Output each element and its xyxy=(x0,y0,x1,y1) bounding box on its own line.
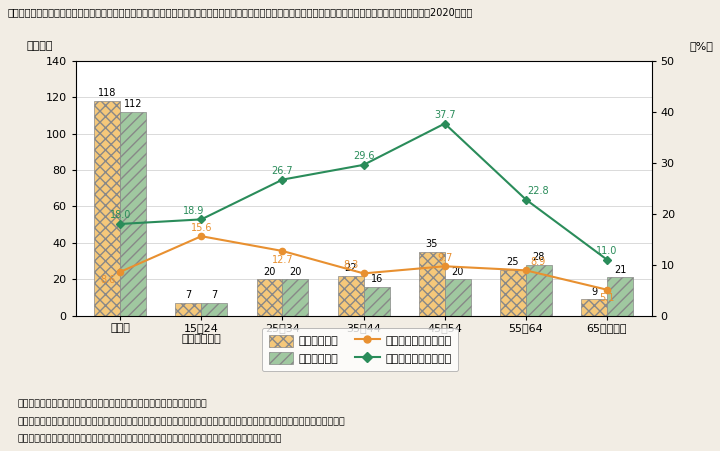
Text: 12.7: 12.7 xyxy=(271,254,293,265)
Text: 8.9: 8.9 xyxy=(531,257,546,267)
Text: 7: 7 xyxy=(185,290,192,300)
Bar xyxy=(282,279,308,316)
Text: 112: 112 xyxy=(124,99,143,109)
Text: 22: 22 xyxy=(344,263,357,273)
Bar xyxy=(202,303,228,316)
Text: 26.7: 26.7 xyxy=(271,166,293,176)
Bar xyxy=(526,265,552,316)
Text: 25: 25 xyxy=(507,258,519,267)
Legend: 人数（女性）, 人数（男性）, 割合（女性，右目盛）, 割合（男性，右目盛）: 人数（女性）, 人数（男性）, 割合（女性，右目盛）, 割合（男性，右目盛） xyxy=(262,328,458,371)
Bar xyxy=(94,101,120,316)
Text: 37.7: 37.7 xyxy=(434,110,456,120)
Text: 16: 16 xyxy=(371,274,383,284)
Text: 11.0: 11.0 xyxy=(596,246,618,256)
Text: 20: 20 xyxy=(451,267,464,276)
Text: 5.1: 5.1 xyxy=(599,293,615,303)
Text: Ｉ－２－８図　非正規雇用労働者のうち，現職の雇用形態に就いている主な理由が「正規の職員・従業員の仕事がないから」とする者の人数及び割合（令和２（2020）年）: Ｉ－２－８図 非正規雇用労働者のうち，現職の雇用形態に就いている主な理由が「正規… xyxy=(7,7,472,17)
Bar xyxy=(364,286,390,316)
Text: 18.0: 18.0 xyxy=(109,211,131,221)
Text: いている主な理由が「正規の職員・従業員の仕事がないから」とする者の人数及び割合。: いている主な理由が「正規の職員・従業員の仕事がないから」とする者の人数及び割合。 xyxy=(18,434,282,443)
Text: （備考）１．総務省「労働力調査（詳細集計）」（令和２年）より作成。: （備考）１．総務省「労働力調査（詳細集計）」（令和２年）より作成。 xyxy=(18,399,208,408)
Text: （%）: （%） xyxy=(689,41,713,51)
Bar xyxy=(500,270,526,316)
Text: ２．非正規の職員・従業員（現職の雇用形態についている理由が不明である者を除く。）のうち，現職の雇用形態に就: ２．非正規の職員・従業員（現職の雇用形態についている理由が不明である者を除く。）… xyxy=(18,417,346,426)
Text: 7: 7 xyxy=(211,290,217,300)
Bar xyxy=(445,279,471,316)
Text: 9.7: 9.7 xyxy=(437,253,452,262)
Bar xyxy=(607,277,633,316)
Text: 28: 28 xyxy=(533,252,545,262)
Text: 18.9: 18.9 xyxy=(183,206,204,216)
Text: 15.6: 15.6 xyxy=(191,223,212,233)
Text: （万人）: （万人） xyxy=(27,41,53,51)
Text: 35: 35 xyxy=(426,239,438,249)
Bar xyxy=(338,276,364,316)
Bar xyxy=(581,299,607,316)
Text: 8.6: 8.6 xyxy=(100,275,116,285)
Bar xyxy=(419,252,445,316)
Text: 20: 20 xyxy=(264,267,276,276)
Text: 22.8: 22.8 xyxy=(527,186,549,196)
Text: 8.3: 8.3 xyxy=(344,260,359,270)
Text: 21: 21 xyxy=(613,265,626,275)
Bar xyxy=(176,303,202,316)
Bar xyxy=(120,112,146,316)
Text: 29.6: 29.6 xyxy=(353,151,374,161)
Bar xyxy=(256,279,282,316)
Text: 9: 9 xyxy=(591,286,597,297)
Text: 118: 118 xyxy=(98,88,117,98)
Text: 20: 20 xyxy=(289,267,302,276)
